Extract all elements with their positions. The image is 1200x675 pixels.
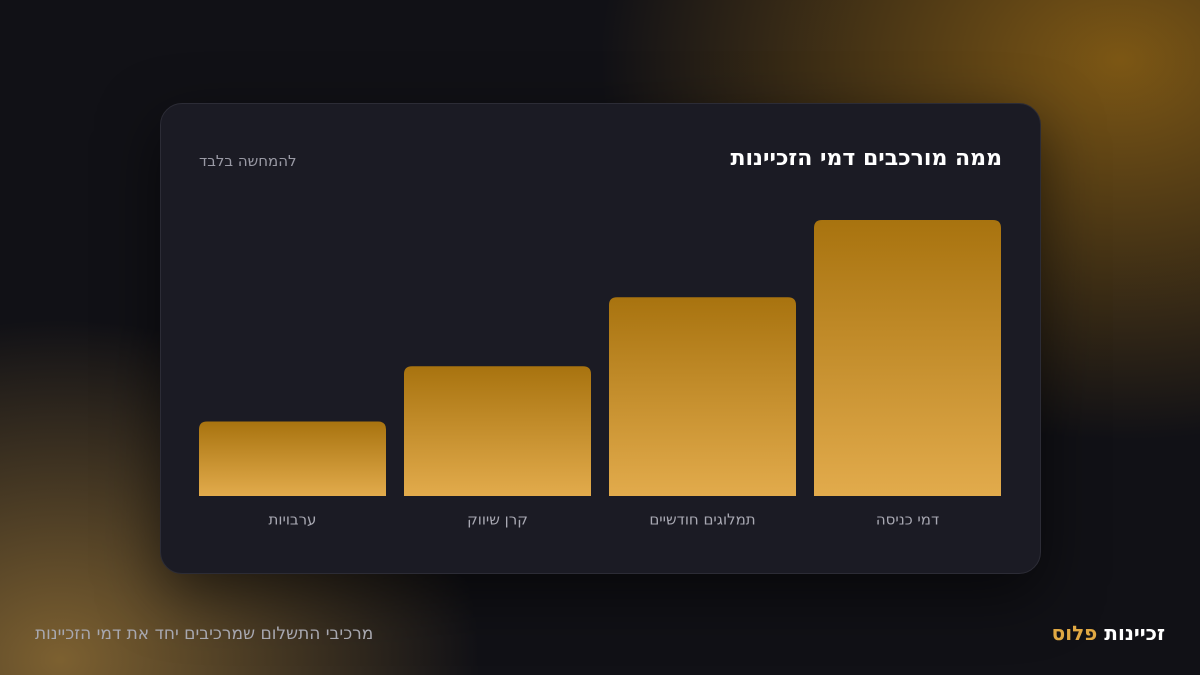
bar: [609, 297, 796, 496]
x-tick-label: דמי כניסה: [876, 511, 939, 529]
chart-subtitle: להמחשה בלבד: [199, 152, 297, 170]
x-tick-label: ערבויות: [269, 511, 317, 529]
x-tick-label: קרן שיווק: [467, 511, 528, 529]
bar: [199, 421, 386, 496]
brand-suffix: פלוס: [1051, 621, 1098, 645]
brand-name: זכיינות: [1104, 621, 1165, 645]
bar: [814, 220, 1001, 496]
footer-caption: מרכיבי התשלום שמרכיבים יחד את דמי הזכיינ…: [35, 624, 374, 644]
brand: זכיינות פלוס: [1052, 621, 1165, 645]
bar: [404, 366, 591, 496]
x-tick-label: תמלוגים חודשיים: [649, 511, 755, 529]
chart-title: ממה מורכבים דמי הזכיינות: [730, 146, 1002, 171]
